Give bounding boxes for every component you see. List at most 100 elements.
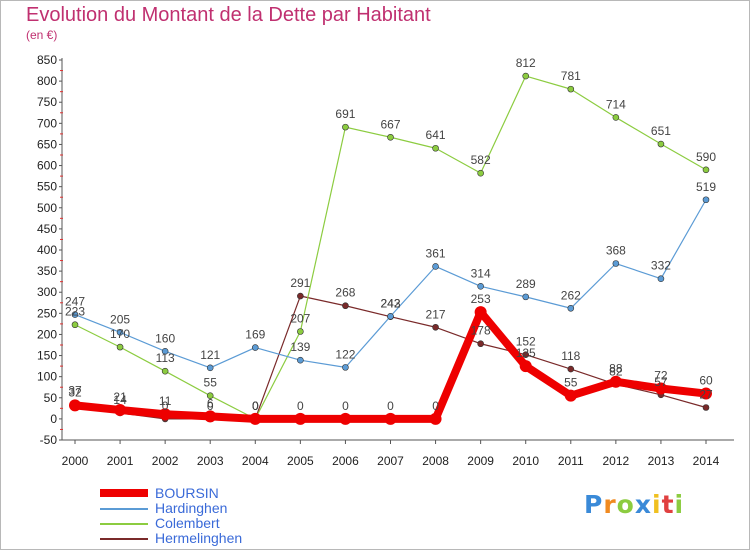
data-point-hardinghen <box>387 312 394 320</box>
legend-label-hermelinghen: Hermelinghen <box>155 530 243 546</box>
data-label-hermelinghen: 82 <box>609 364 623 378</box>
data-label-hermelinghen: 14 <box>113 393 127 407</box>
chart-subtitle: (en €) <box>26 28 58 42</box>
data-label-hermelinghen: 291 <box>290 276 310 290</box>
logo-letter: i <box>652 490 662 519</box>
data-label-hardinghen: 332 <box>651 259 671 273</box>
data-point-boursin <box>654 382 667 395</box>
y-tick-label: 600 <box>37 159 57 173</box>
data-label-boursin: 0 <box>297 399 304 413</box>
logo-letter: x <box>634 490 652 519</box>
data-label-hermelinghen: 0 <box>162 399 169 413</box>
data-label-colembert: 207 <box>290 311 310 325</box>
data-label-hardinghen: 160 <box>155 331 175 345</box>
data-point-hardinghen <box>251 344 259 351</box>
data-point-hermelinghen <box>477 340 484 348</box>
data-label-boursin: 55 <box>564 376 578 390</box>
data-label-colembert: 781 <box>561 69 581 83</box>
data-label-colembert: 223 <box>65 305 85 319</box>
data-label-boursin: 11 <box>159 394 172 408</box>
y-tick-label: 50 <box>44 391 58 405</box>
data-label-hardinghen: 262 <box>561 288 581 302</box>
legend-item-boursin[interactable]: BOURSIN <box>100 485 400 501</box>
axes: -500501001502002503003504004505005506006… <box>37 53 734 468</box>
legend-swatch-boursin <box>100 489 148 497</box>
data-labels-layer: 37 14 0 0 0 291 268 242 217 178 152 118 82 57 27 223 170… <box>65 56 716 413</box>
data-point-colembert <box>116 343 124 351</box>
data-label-hermelinghen: 27 <box>699 387 713 401</box>
data-point-hardinghen <box>342 364 349 371</box>
x-tick-label: 2013 <box>648 454 675 468</box>
legend-item-colembert[interactable]: Colembert <box>100 515 400 531</box>
data-point-colembert <box>432 144 439 152</box>
data-label-hardinghen: 361 <box>426 246 446 260</box>
data-point-boursin <box>429 412 442 425</box>
data-point-colembert <box>161 367 169 375</box>
legend-item-hardinghen[interactable]: Hardinghen <box>100 500 400 516</box>
data-label-boursin: 88 <box>609 362 623 376</box>
data-label-hardinghen: 243 <box>380 296 400 310</box>
data-point-boursin <box>609 375 622 388</box>
data-point-hermelinghen <box>297 292 304 300</box>
data-point-hardinghen <box>161 348 169 355</box>
data-point-hardinghen <box>71 311 79 318</box>
data-label-hardinghen: 519 <box>696 180 716 194</box>
chart-title: Evolution du Montant de la Dette par Hab… <box>26 4 431 26</box>
data-label-hermelinghen: 178 <box>471 324 491 338</box>
x-tick-label: 2012 <box>603 454 630 468</box>
data-point-hardinghen <box>206 364 214 372</box>
data-label-hardinghen: 368 <box>606 244 626 258</box>
data-label-boursin: 6 <box>207 396 214 410</box>
logo-letter: r <box>603 490 617 519</box>
data-point-colembert <box>477 169 484 177</box>
data-label-boursin: 0 <box>387 399 394 413</box>
data-point-boursin <box>519 360 532 373</box>
data-label-hermelinghen: 57 <box>654 375 668 389</box>
logo-letter: i <box>674 490 685 519</box>
data-label-hermelinghen: 118 <box>561 349 580 363</box>
legend-item-hermelinghen[interactable]: Hermelinghen <box>100 530 400 546</box>
data-label-colembert: 582 <box>471 153 491 167</box>
data-label-colembert: 0 <box>252 399 259 413</box>
data-label-hermelinghen: 37 <box>68 383 82 397</box>
data-point-colembert <box>567 85 575 93</box>
data-label-colembert: 667 <box>380 117 400 131</box>
data-label-hermelinghen: 268 <box>335 286 355 300</box>
x-tick-label: 2001 <box>107 454 134 468</box>
data-label-boursin: 253 <box>471 292 491 306</box>
x-tick-label: 2002 <box>152 454 179 468</box>
x-tick-label: 2011 <box>558 454 584 468</box>
data-point-boursin <box>114 404 127 417</box>
y-tick-label: 0 <box>50 412 57 426</box>
data-point-boursin <box>159 408 172 421</box>
data-point-boursin <box>474 306 487 319</box>
data-label-boursin: 0 <box>432 399 439 413</box>
data-label-hermelinghen: 242 <box>380 297 400 311</box>
y-tick-label: 100 <box>37 370 57 384</box>
y-tick-label: 500 <box>37 201 57 215</box>
x-tick-label: 2003 <box>197 454 224 468</box>
data-label-hardinghen: 205 <box>110 312 130 326</box>
y-tick-label: 350 <box>37 264 57 278</box>
logo-letter: t <box>661 490 675 519</box>
legend: BOURSIN Hardinghen Colembert Hermelinghe… <box>100 485 400 546</box>
data-point-hardinghen <box>567 304 575 312</box>
data-point-hardinghen <box>522 293 530 301</box>
data-label-hardinghen: 169 <box>245 328 265 342</box>
data-label-colembert: 812 <box>516 56 536 70</box>
data-point-hermelinghen <box>567 365 575 373</box>
x-tick-label: 2014 <box>693 454 720 468</box>
data-point-colembert <box>657 140 665 148</box>
data-point-boursin <box>204 410 217 423</box>
data-point-hermelinghen <box>342 302 349 310</box>
y-tick-label: 150 <box>37 349 57 363</box>
data-point-colembert <box>342 123 349 131</box>
data-point-hardinghen <box>477 283 484 290</box>
data-point-hardinghen <box>116 329 124 336</box>
legend-swatch-colembert <box>100 523 148 525</box>
data-label-hardinghen: 247 <box>65 295 85 309</box>
data-point-boursin <box>249 412 262 425</box>
data-point-hardinghen <box>612 260 620 267</box>
x-tick-label: 2007 <box>377 454 404 468</box>
